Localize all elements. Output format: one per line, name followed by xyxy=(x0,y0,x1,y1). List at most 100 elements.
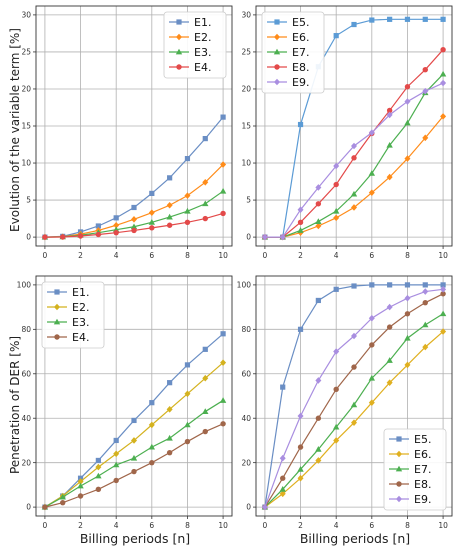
legend-label: E3. xyxy=(194,46,211,59)
data-point xyxy=(315,457,322,464)
data-point xyxy=(333,33,339,39)
series-line xyxy=(44,362,224,508)
x-tick-label: 0 xyxy=(43,251,48,260)
y-tick-label: 40 xyxy=(21,414,31,423)
chart-panel-top-left: 0 2 4 6 8 10 0 5 10 15 20 25 30 E1. E2. E3. E4. xyxy=(21,5,233,260)
data-point xyxy=(422,67,428,73)
data-point xyxy=(368,170,376,176)
data-point xyxy=(396,495,402,503)
y-tick-label: 40 xyxy=(241,414,251,423)
data-point xyxy=(148,421,155,429)
data-point xyxy=(184,362,191,368)
data-point xyxy=(386,173,393,181)
data-point xyxy=(422,288,429,295)
data-point xyxy=(53,318,61,325)
y-tick-label: 20 xyxy=(241,85,251,94)
y-tick-label: 0 xyxy=(26,503,31,512)
x-tick-label: 8 xyxy=(185,251,190,260)
data-point xyxy=(333,286,339,292)
data-point xyxy=(333,348,340,355)
data-point xyxy=(130,223,138,230)
data-point xyxy=(297,227,304,233)
data-point xyxy=(422,299,428,306)
data-point xyxy=(202,428,208,435)
data-point xyxy=(440,286,447,293)
data-point xyxy=(422,343,429,351)
data-point xyxy=(95,231,102,238)
data-point xyxy=(112,461,120,468)
legend-label: E2. xyxy=(194,31,211,44)
data-point xyxy=(369,342,375,348)
series-e9 xyxy=(261,79,447,241)
data-point xyxy=(297,219,304,225)
data-point xyxy=(440,328,447,335)
data-point xyxy=(113,437,119,444)
legend: E1. E2. E3. E4. xyxy=(163,11,227,79)
data-point xyxy=(297,444,304,450)
legend: E5. E6. E7. E8. E9. xyxy=(383,428,447,511)
legend-box xyxy=(383,428,447,511)
series-e4 xyxy=(42,210,226,240)
data-point xyxy=(131,227,137,234)
data-point xyxy=(149,400,155,406)
data-point xyxy=(176,64,182,70)
x-tick-label: 6 xyxy=(149,251,154,260)
data-point xyxy=(351,283,357,289)
data-point xyxy=(202,408,209,414)
y-tick-label: 30 xyxy=(241,10,251,19)
data-point xyxy=(404,282,411,288)
data-point xyxy=(332,207,340,214)
data-point xyxy=(387,16,393,22)
data-point xyxy=(440,113,447,120)
series-e1 xyxy=(42,331,226,510)
data-point xyxy=(396,436,402,442)
series-e3 xyxy=(41,397,227,510)
y-tick-label: 5 xyxy=(246,196,251,205)
data-point xyxy=(386,107,393,114)
data-point xyxy=(279,454,286,462)
data-point xyxy=(297,206,304,214)
plot-frame xyxy=(35,275,233,517)
data-point xyxy=(261,233,268,241)
data-point xyxy=(315,184,322,191)
data-point xyxy=(440,47,446,53)
x-tick-label: 2 xyxy=(298,251,303,260)
data-point xyxy=(333,162,340,170)
data-point xyxy=(351,204,357,211)
y-tick-label: 0 xyxy=(26,233,31,242)
x-tick-label: 8 xyxy=(405,251,410,260)
x-tick-label: 2 xyxy=(78,521,83,530)
data-point xyxy=(202,374,209,382)
data-point xyxy=(274,78,280,86)
data-point xyxy=(440,282,446,288)
series-e8 xyxy=(262,291,446,510)
data-point xyxy=(351,419,357,426)
data-point xyxy=(315,222,322,230)
data-point xyxy=(297,412,304,420)
legend-label: E6. xyxy=(292,31,309,44)
legend-label: E1. xyxy=(72,286,89,299)
data-point xyxy=(166,434,173,441)
data-point xyxy=(404,294,411,302)
data-point xyxy=(149,459,155,466)
y-tick-label: 60 xyxy=(241,369,251,378)
data-point xyxy=(184,192,191,199)
legend: E1. E2. E3. E4. xyxy=(41,281,105,349)
data-point xyxy=(369,17,375,23)
y-tick-label: 25 xyxy=(21,48,31,57)
series-line xyxy=(44,423,224,508)
data-point xyxy=(77,233,84,239)
legend-label: E1. xyxy=(194,16,211,29)
y-axis-label-bottom: Penetration of DER [%] xyxy=(8,336,22,474)
series-line xyxy=(264,115,444,238)
data-point xyxy=(396,481,402,487)
data-point xyxy=(220,421,226,427)
data-point xyxy=(202,178,209,186)
data-point xyxy=(279,233,286,241)
data-point xyxy=(333,386,339,393)
data-point xyxy=(131,417,137,424)
y-tick-label: 15 xyxy=(21,122,31,131)
data-point xyxy=(95,457,101,464)
